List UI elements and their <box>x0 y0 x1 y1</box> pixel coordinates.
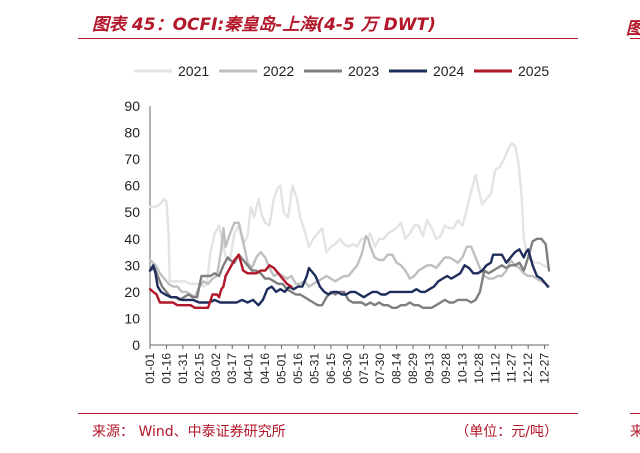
y-tick-label: 80 <box>124 125 140 141</box>
x-tick-label: 06-30 <box>340 353 354 384</box>
y-axis: 0 10 20 30 40 50 60 70 80 90 <box>124 98 151 353</box>
neighbor-figure-title-fragment: 图 <box>626 14 640 36</box>
x-tick-label: 07-30 <box>373 353 387 384</box>
series-line-2024 <box>148 248 550 307</box>
x-axis: 01-01 01-16 01-31 02-15 03-02 03-17 04-01 04-16… <box>143 344 552 384</box>
x-tick-label: 09-13 <box>423 353 437 384</box>
x-tick-label: 05-01 <box>275 353 289 384</box>
legend-label-2022: 2022 <box>263 63 294 79</box>
source-divider <box>78 413 578 414</box>
y-tick-label: 50 <box>124 204 140 220</box>
y-tick-label: 40 <box>124 231 140 247</box>
y-tick-label: 70 <box>124 151 140 167</box>
series-line-2021 <box>148 142 551 288</box>
neighbor-source-divider <box>630 413 640 414</box>
x-tick-label: 10-13 <box>455 353 469 384</box>
x-tick-label: 08-29 <box>406 353 420 384</box>
legend-label-2024: 2024 <box>433 63 464 79</box>
x-tick-label: 01-16 <box>159 353 173 384</box>
x-tick-label: 10-28 <box>472 353 486 384</box>
y-tick-label: 90 <box>124 98 140 114</box>
x-tick-label: 05-16 <box>291 353 305 384</box>
x-tick-label: 11-12 <box>488 353 502 383</box>
chart-legend: 2021 2022 2023 2024 2025 <box>134 63 549 79</box>
x-tick-label: 03-02 <box>209 353 223 384</box>
title-divider <box>78 38 578 39</box>
neighbor-source-fragment: 来 <box>630 424 640 440</box>
x-tick-label: 01-31 <box>176 353 190 384</box>
y-tick-label: 10 <box>124 310 140 326</box>
x-tick-label: 09-28 <box>439 353 453 384</box>
x-tick-label: 04-01 <box>242 353 256 384</box>
x-tick-label: 11-27 <box>505 353 519 383</box>
legend-label-2025: 2025 <box>518 63 549 79</box>
legend-label-2023: 2023 <box>348 63 379 79</box>
x-tick-label: 02-15 <box>192 353 206 384</box>
plot-area <box>148 142 551 309</box>
x-tick-label: 03-17 <box>225 353 239 384</box>
x-tick-label: 12-27 <box>538 353 552 384</box>
x-tick-label: 01-01 <box>143 353 157 384</box>
series-line-2023 <box>148 237 551 309</box>
figure-title: 图表 45：OCFI:秦皇岛-上海(4-5 万 DWT) <box>92 15 436 35</box>
x-tick-label: 04-16 <box>258 353 272 384</box>
x-tick-label: 06-15 <box>324 353 338 384</box>
neighbor-title-divider <box>630 38 640 39</box>
y-tick-label: 30 <box>124 257 140 273</box>
x-tick-label: 08-14 <box>390 353 404 384</box>
series-line-2025 <box>148 253 293 309</box>
legend-label-2021: 2021 <box>178 63 209 79</box>
y-tick-label: 20 <box>124 284 140 300</box>
x-tick-label: 07-15 <box>357 353 371 384</box>
unit-note: （单位：元/吨） <box>455 424 558 440</box>
x-tick-label: 05-31 <box>307 353 321 384</box>
y-tick-label: 60 <box>124 178 140 194</box>
x-tick-label: 12-12 <box>521 353 535 384</box>
y-tick-label: 0 <box>132 337 140 353</box>
source-note: 来源： Wind、中泰证券研究所 <box>92 424 286 440</box>
